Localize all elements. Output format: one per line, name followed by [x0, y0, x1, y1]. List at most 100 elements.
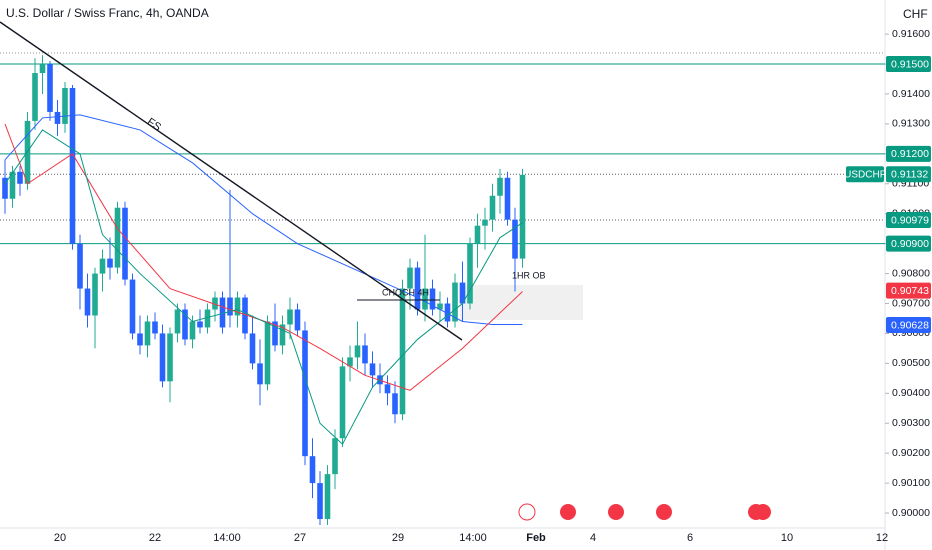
candle-body [99, 258, 106, 274]
y-tick-label: 0.90400 [892, 387, 930, 399]
candle-body [317, 483, 323, 520]
candle-body [197, 321, 203, 328]
y-tick-label: 0.90800 [892, 267, 930, 279]
candle-body [77, 243, 83, 289]
candle-body [212, 297, 218, 310]
candle-body [309, 456, 316, 484]
price-label-bg [886, 166, 931, 183]
moving-average [4, 129, 523, 446]
chart-title: U.S. Dollar / Swiss Franc, 4h, OANDA [6, 6, 209, 20]
y-tick-label: 0.90500 [892, 357, 930, 369]
candle-body [9, 171, 16, 199]
price-label-bg [886, 282, 931, 299]
candle-body [444, 303, 451, 322]
trend-line [0, 21, 463, 341]
price-label: 0.90900 [891, 238, 929, 250]
candle-body [422, 288, 428, 310]
candle-body [47, 64, 53, 112]
candle-body [497, 177, 503, 196]
price-label-bg [886, 317, 931, 334]
candle-body [279, 324, 286, 346]
symbol-label: USDCHF [844, 169, 886, 180]
candle-body [474, 225, 481, 244]
candle-body [167, 333, 173, 382]
y-tick-label: 0.90700 [892, 297, 930, 309]
candle-body [122, 207, 128, 280]
y-tick-label: 0.91400 [892, 88, 930, 100]
x-tick-label: 4 [590, 532, 596, 544]
candle-body [249, 333, 256, 364]
candle-body [242, 297, 248, 334]
y-tick-label: 0.91600 [892, 28, 930, 40]
moving-average [4, 114, 523, 325]
candle-body [204, 309, 211, 328]
price-label: 0.90979 [891, 214, 929, 226]
candle-body [137, 333, 143, 346]
x-tick-label: 27 [294, 532, 306, 544]
candle-body [429, 288, 436, 310]
price-label: 0.91500 [891, 58, 929, 70]
candle-body [324, 474, 331, 520]
candle-body [144, 321, 151, 346]
candle-body [174, 309, 181, 334]
x-tick-label: 29 [392, 532, 404, 544]
candle-body [54, 111, 61, 124]
currency-label: CHF [903, 7, 928, 21]
candle-body [452, 282, 458, 322]
price-label: 0.91132 [891, 168, 928, 180]
candle-body [17, 171, 23, 184]
event-icon [518, 503, 536, 521]
candle-body [414, 267, 421, 310]
x-tick-label: Feb [526, 532, 546, 544]
price-label-bg [886, 56, 931, 73]
candle-body [2, 177, 8, 199]
candle-body [332, 438, 338, 475]
candle-body [347, 357, 353, 367]
price-label-bg [886, 145, 931, 162]
x-tick-label: 14:00 [213, 532, 241, 544]
candle-body [407, 267, 413, 289]
x-tick-label: 10 [781, 532, 793, 544]
price-label: 0.90743 [891, 285, 929, 297]
x-tick-label: 14:00 [459, 532, 487, 544]
candle-body [272, 321, 278, 346]
event-icon [608, 504, 624, 520]
candle-body [257, 363, 263, 385]
candle-body [354, 345, 361, 358]
candle-body [399, 288, 406, 415]
candle-body [152, 321, 158, 334]
x-tick-label: 12 [876, 532, 888, 544]
event-icon [560, 504, 576, 520]
candle-body [302, 330, 308, 457]
price-label-bg [886, 212, 931, 228]
candle-body [39, 64, 46, 74]
y-tick-label: 0.90300 [892, 417, 930, 429]
price-label-bg [886, 235, 931, 252]
candle-body [219, 297, 226, 328]
candle-body [294, 309, 301, 331]
candle-body [92, 273, 98, 316]
candle-body [392, 393, 398, 415]
candle-body [362, 345, 368, 364]
candle-body [69, 88, 76, 244]
candle-body [459, 282, 466, 304]
plot [0, 55, 885, 526]
y-tick-label: 0.90100 [892, 477, 930, 489]
candle-body [437, 303, 443, 310]
candle-body [114, 207, 121, 268]
candle-body [234, 297, 241, 316]
event-icons [518, 503, 771, 521]
event-icon [656, 504, 672, 520]
y-tick-label: 0.91300 [892, 118, 930, 130]
x-tick-label: 6 [687, 532, 693, 544]
candle-body [62, 88, 68, 124]
x-tick-label: 20 [54, 532, 66, 544]
candle-body [369, 363, 376, 376]
candle-body [384, 384, 391, 394]
candle-body [264, 321, 271, 385]
price-label: 0.90628 [891, 319, 929, 331]
symbol-label-bg [846, 166, 884, 183]
order-block-zone [460, 285, 583, 320]
x-tick-label: 22 [149, 532, 161, 544]
